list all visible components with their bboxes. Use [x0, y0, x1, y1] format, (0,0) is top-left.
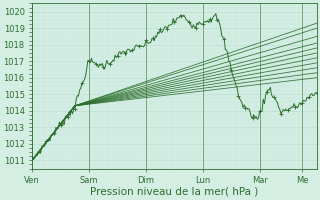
X-axis label: Pression niveau de la mer( hPa ): Pression niveau de la mer( hPa ): [90, 187, 259, 197]
